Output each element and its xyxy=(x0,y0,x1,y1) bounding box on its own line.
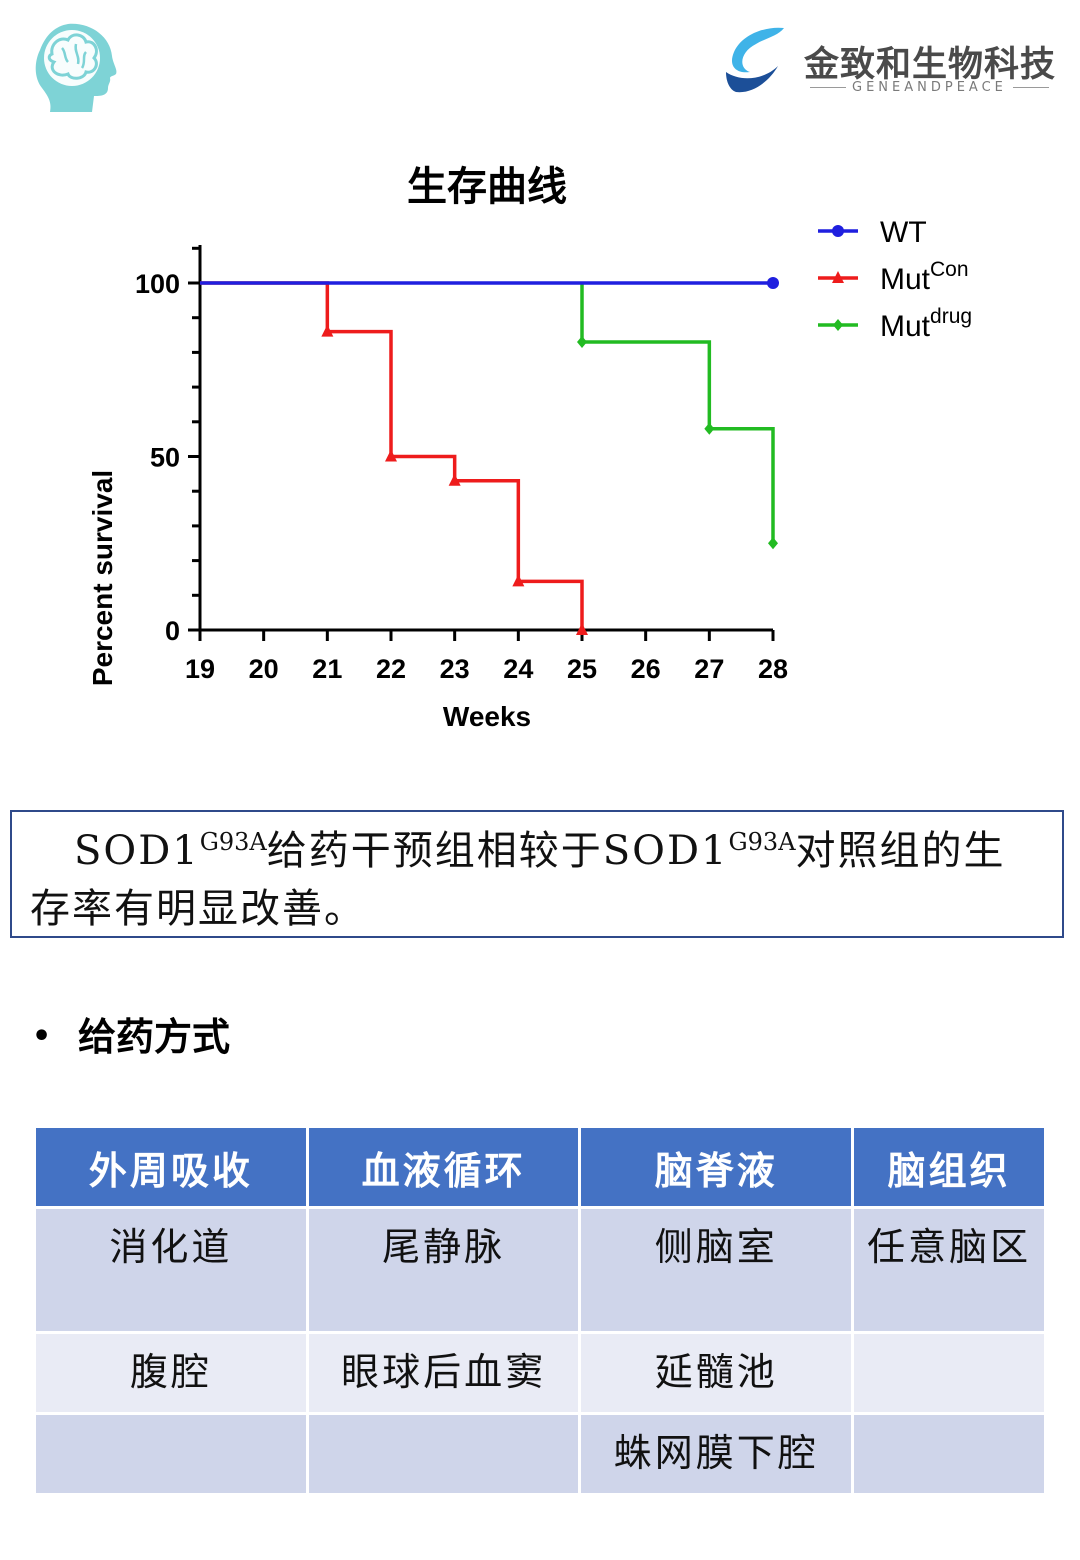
table-header-cell: 脑脊液 xyxy=(581,1128,852,1206)
brand-subtitle: GENEANDPEACE xyxy=(804,80,1054,95)
table-cell: 腹腔 xyxy=(36,1334,306,1412)
legend-label: WT xyxy=(880,216,927,249)
caption-part1: SOD1 xyxy=(74,828,200,874)
company-logo: 金致和生物科技 GENEANDPEACE xyxy=(720,22,1060,102)
caption-part3: 对照组的生存率有明显改善。 xyxy=(30,828,1006,932)
table-cell: 消化道 xyxy=(36,1209,306,1331)
caption-part2: 给药干预组相较于SOD1 xyxy=(266,828,729,874)
x-tick-label: 22 xyxy=(376,654,406,684)
table-header-cell: 脑组织 xyxy=(854,1128,1044,1206)
chart-axes: 19 20 21 22 23 24 25 26 27 28 0 50 100 xyxy=(135,245,788,684)
y-tick-label: 50 xyxy=(150,443,180,473)
y-axis-label: Percent survival xyxy=(87,470,118,686)
y-tick-label: 100 xyxy=(135,269,180,299)
data-point-series-1 xyxy=(448,473,461,486)
section-heading: • 给药方式 xyxy=(32,1006,230,1061)
table-header-cell: 外周吸收 xyxy=(36,1128,306,1206)
legend-label: MutCon xyxy=(880,258,969,296)
table-cell: 蛛网膜下腔 xyxy=(581,1415,852,1493)
table-cell xyxy=(854,1415,1044,1493)
chart-series-layer xyxy=(200,277,779,635)
chart-title: 生存曲线 xyxy=(407,163,567,210)
survival-chart: 生存曲线 19 20 21 22 23 24 25 26 27 28 0 50 100 WT MutCon… xyxy=(87,163,972,732)
table-cell: 任意脑区 xyxy=(854,1209,1044,1331)
table-row: 腹腔 眼球后血窦 延髓池 xyxy=(36,1334,1044,1412)
series-line-2 xyxy=(580,283,775,544)
x-tick-label: 24 xyxy=(503,654,533,684)
legend-marker xyxy=(833,319,843,331)
x-tick-label: 26 xyxy=(631,654,661,684)
x-tick-label: 20 xyxy=(249,654,279,684)
table-cell xyxy=(36,1415,306,1493)
table-header-row: 外周吸收 血液循环 脑脊液 脑组织 xyxy=(36,1128,1044,1206)
data-point-series-0 xyxy=(767,277,779,289)
legend-marker xyxy=(832,225,844,237)
data-point-series-1 xyxy=(321,324,334,337)
table-cell xyxy=(308,1415,579,1493)
table-cell: 眼球后血窦 xyxy=(308,1334,579,1412)
data-point-series-1 xyxy=(512,574,525,587)
x-tick-label: 19 xyxy=(185,654,215,684)
x-tick-label: 28 xyxy=(758,654,788,684)
brain-head-logo-icon xyxy=(35,23,117,113)
bullet-icon: • xyxy=(32,1019,52,1054)
data-point-series-1 xyxy=(385,449,397,462)
table-header-cell: 血液循环 xyxy=(308,1128,579,1206)
chart-legend: WT MutCon Mutdrug xyxy=(818,216,972,343)
y-tick-label: 0 xyxy=(165,616,180,646)
x-tick-label: 25 xyxy=(567,654,597,684)
table-row: 蛛网膜下腔 xyxy=(36,1415,1044,1493)
x-tick-label: 23 xyxy=(440,654,470,684)
legend-marker xyxy=(832,271,844,283)
x-tick-label: 27 xyxy=(694,654,724,684)
caption-sup2: G93A xyxy=(728,828,796,856)
legend-label: Mutdrug xyxy=(880,305,972,343)
table-cell: 延髓池 xyxy=(581,1334,852,1412)
administration-table: 外周吸收 血液循环 脑脊液 脑组织 消化道 尾静脉 侧脑室 任意脑区 腹腔 眼球… xyxy=(36,1125,1044,1496)
table-cell: 尾静脉 xyxy=(308,1209,579,1331)
table-cell: 侧脑室 xyxy=(581,1209,852,1331)
data-point-series-2 xyxy=(704,422,715,435)
section-title: 给药方式 xyxy=(78,1015,231,1059)
x-tick-label: 21 xyxy=(312,654,342,684)
table-row: 消化道 尾静脉 侧脑室 任意脑区 xyxy=(36,1209,1044,1331)
table-cell xyxy=(854,1334,1044,1412)
data-point-series-2 xyxy=(768,537,778,550)
brand-name: 金致和生物科技 xyxy=(804,44,1057,85)
result-caption: SOD1G93A给药干预组相较于SOD1G93A对照组的生存率有明显改善。 xyxy=(10,810,1064,938)
x-axis-label: Weeks xyxy=(443,701,531,732)
data-point-series-1 xyxy=(576,623,588,635)
data-point-series-2 xyxy=(577,335,587,348)
caption-sup1: G93A xyxy=(199,828,267,856)
leaf-swirl-icon xyxy=(726,27,784,93)
series-line-1 xyxy=(200,281,584,630)
